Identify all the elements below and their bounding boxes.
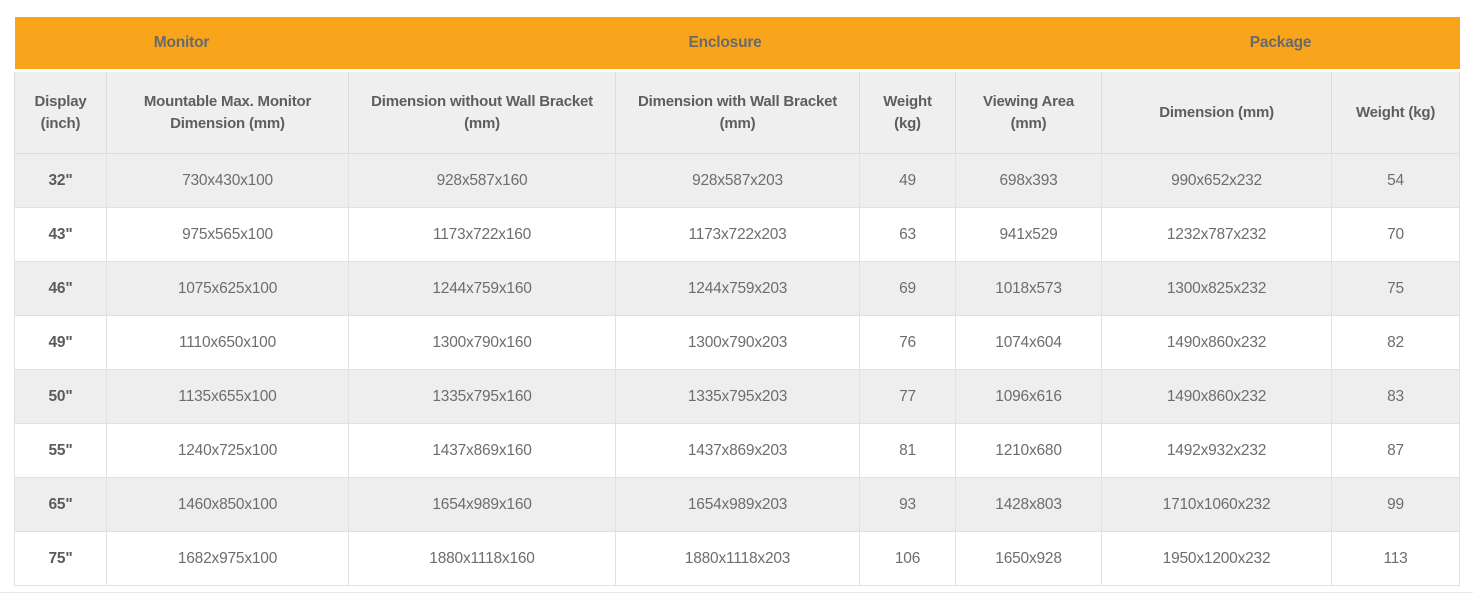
column-header-row: Display (inch) Mountable Max. Monitor Di… [14, 70, 1461, 154]
table-row: 75" 1682x975x100 1880x1118x160 1880x1118x20… [14, 531, 1461, 586]
cell-enclosure-weight: 63 [859, 207, 957, 262]
table-row: 50" 1135x655x100 1335x795x160 1335x795x203 7… [14, 369, 1461, 424]
cell-mountable-max-monitor-dimension: 975x565x100 [105, 207, 350, 262]
cell-display: 75" [14, 531, 107, 586]
cell-dimension-with-wall-bracket: 1437x869x203 [615, 423, 861, 478]
cell-enclosure-weight: 76 [859, 315, 957, 370]
cell-mountable-max-monitor-dimension: 1135x655x100 [105, 369, 350, 424]
cell-dimension-with-wall-bracket: 1300x790x203 [615, 315, 861, 370]
cell-package-dimension: 1710x1060x232 [1101, 477, 1333, 532]
cell-dimension-without-wall-bracket: 1654x989x160 [348, 477, 617, 532]
cell-package-dimension: 1300x825x232 [1101, 261, 1333, 316]
cell-dimension-without-wall-bracket: 1335x795x160 [348, 369, 617, 424]
group-header-package: Package [1101, 17, 1460, 72]
cell-display: 49" [14, 315, 107, 370]
cell-display: 32" [14, 153, 107, 208]
column-header-dimension-without-wall-bracket: Dimension without Wall Bracket (mm) [348, 70, 617, 154]
cell-dimension-without-wall-bracket: 1244x759x160 [348, 261, 617, 316]
cell-mountable-max-monitor-dimension: 730x430x100 [105, 153, 350, 208]
cell-package-dimension: 990x652x232 [1101, 153, 1333, 208]
bottom-divider [0, 592, 1473, 593]
cell-package-weight: 113 [1331, 531, 1461, 586]
cell-package-weight: 87 [1331, 423, 1461, 478]
cell-package-dimension: 1232x787x232 [1101, 207, 1333, 262]
cell-display: 46" [14, 261, 107, 316]
cell-viewing-area: 1650x928 [955, 531, 1103, 586]
cell-viewing-area: 1018x573 [955, 261, 1103, 316]
cell-dimension-with-wall-bracket: 1654x989x203 [615, 477, 861, 532]
cell-enclosure-weight: 77 [859, 369, 957, 424]
cell-dimension-with-wall-bracket: 1244x759x203 [615, 261, 861, 316]
cell-package-dimension: 1490x860x232 [1101, 315, 1333, 370]
cell-package-weight: 75 [1331, 261, 1461, 316]
cell-display: 50" [14, 369, 107, 424]
group-header-monitor: Monitor [14, 17, 349, 72]
cell-package-dimension: 1490x860x232 [1101, 369, 1333, 424]
cell-mountable-max-monitor-dimension: 1075x625x100 [105, 261, 350, 316]
cell-enclosure-weight: 93 [859, 477, 957, 532]
table-row: 32" 730x430x100 928x587x160 928x587x203 49 69… [14, 153, 1461, 208]
cell-package-weight: 70 [1331, 207, 1461, 262]
cell-viewing-area: 941x529 [955, 207, 1103, 262]
cell-viewing-area: 1096x616 [955, 369, 1103, 424]
table-row: 46" 1075x625x100 1244x759x160 1244x759x203 6… [14, 261, 1461, 316]
cell-enclosure-weight: 69 [859, 261, 957, 316]
column-header-display-inch: Display (inch) [14, 70, 107, 154]
cell-package-weight: 83 [1331, 369, 1461, 424]
cell-dimension-without-wall-bracket: 1300x790x160 [348, 315, 617, 370]
cell-dimension-with-wall-bracket: 1173x722x203 [615, 207, 861, 262]
cell-viewing-area: 1428x803 [955, 477, 1103, 532]
column-header-package-weight: Weight (kg) [1331, 70, 1461, 154]
cell-viewing-area: 1210x680 [955, 423, 1103, 478]
table-row: 65" 1460x850x100 1654x989x160 1654x989x203 9… [14, 477, 1461, 532]
table-body: 32" 730x430x100 928x587x160 928x587x203 49 69… [14, 153, 1461, 586]
cell-package-weight: 99 [1331, 477, 1461, 532]
specification-table: Monitor Enclosure Package Display (inch)… [14, 17, 1461, 586]
cell-display: 55" [14, 423, 107, 478]
column-header-enclosure-weight: Weight (kg) [859, 70, 957, 154]
cell-viewing-area: 1074x604 [955, 315, 1103, 370]
cell-mountable-max-monitor-dimension: 1110x650x100 [105, 315, 350, 370]
column-header-dimension-with-wall-bracket: Dimension with Wall Bracket (mm) [615, 70, 861, 154]
table-row: 49" 1110x650x100 1300x790x160 1300x790x203 7… [14, 315, 1461, 370]
cell-package-weight: 82 [1331, 315, 1461, 370]
cell-package-dimension: 1492x932x232 [1101, 423, 1333, 478]
cell-dimension-with-wall-bracket: 1335x795x203 [615, 369, 861, 424]
table-row: 55" 1240x725x100 1437x869x160 1437x869x203 8… [14, 423, 1461, 478]
cell-dimension-without-wall-bracket: 928x587x160 [348, 153, 617, 208]
cell-dimension-without-wall-bracket: 1437x869x160 [348, 423, 617, 478]
cell-mountable-max-monitor-dimension: 1682x975x100 [105, 531, 350, 586]
group-header-row: Monitor Enclosure Package [14, 17, 1460, 72]
table-row: 43" 975x565x100 1173x722x160 1173x722x203 63… [14, 207, 1461, 262]
cell-enclosure-weight: 81 [859, 423, 957, 478]
cell-enclosure-weight: 49 [859, 153, 957, 208]
cell-mountable-max-monitor-dimension: 1240x725x100 [105, 423, 350, 478]
cell-display: 43" [14, 207, 107, 262]
cell-dimension-without-wall-bracket: 1173x722x160 [348, 207, 617, 262]
cell-mountable-max-monitor-dimension: 1460x850x100 [105, 477, 350, 532]
cell-dimension-with-wall-bracket: 928x587x203 [615, 153, 861, 208]
cell-package-weight: 54 [1331, 153, 1461, 208]
cell-viewing-area: 698x393 [955, 153, 1103, 208]
cell-display: 65" [14, 477, 107, 532]
column-header-viewing-area: Viewing Area (mm) [955, 70, 1103, 154]
cell-enclosure-weight: 106 [859, 531, 957, 586]
cell-dimension-with-wall-bracket: 1880x1118x203 [615, 531, 861, 586]
group-header-enclosure: Enclosure [348, 17, 1102, 72]
cell-dimension-without-wall-bracket: 1880x1118x160 [348, 531, 617, 586]
column-header-mountable-max-monitor-dimension: Mountable Max. Monitor Dimension (mm) [105, 70, 350, 154]
cell-package-dimension: 1950x1200x232 [1101, 531, 1333, 586]
column-header-package-dimension: Dimension (mm) [1101, 70, 1333, 154]
